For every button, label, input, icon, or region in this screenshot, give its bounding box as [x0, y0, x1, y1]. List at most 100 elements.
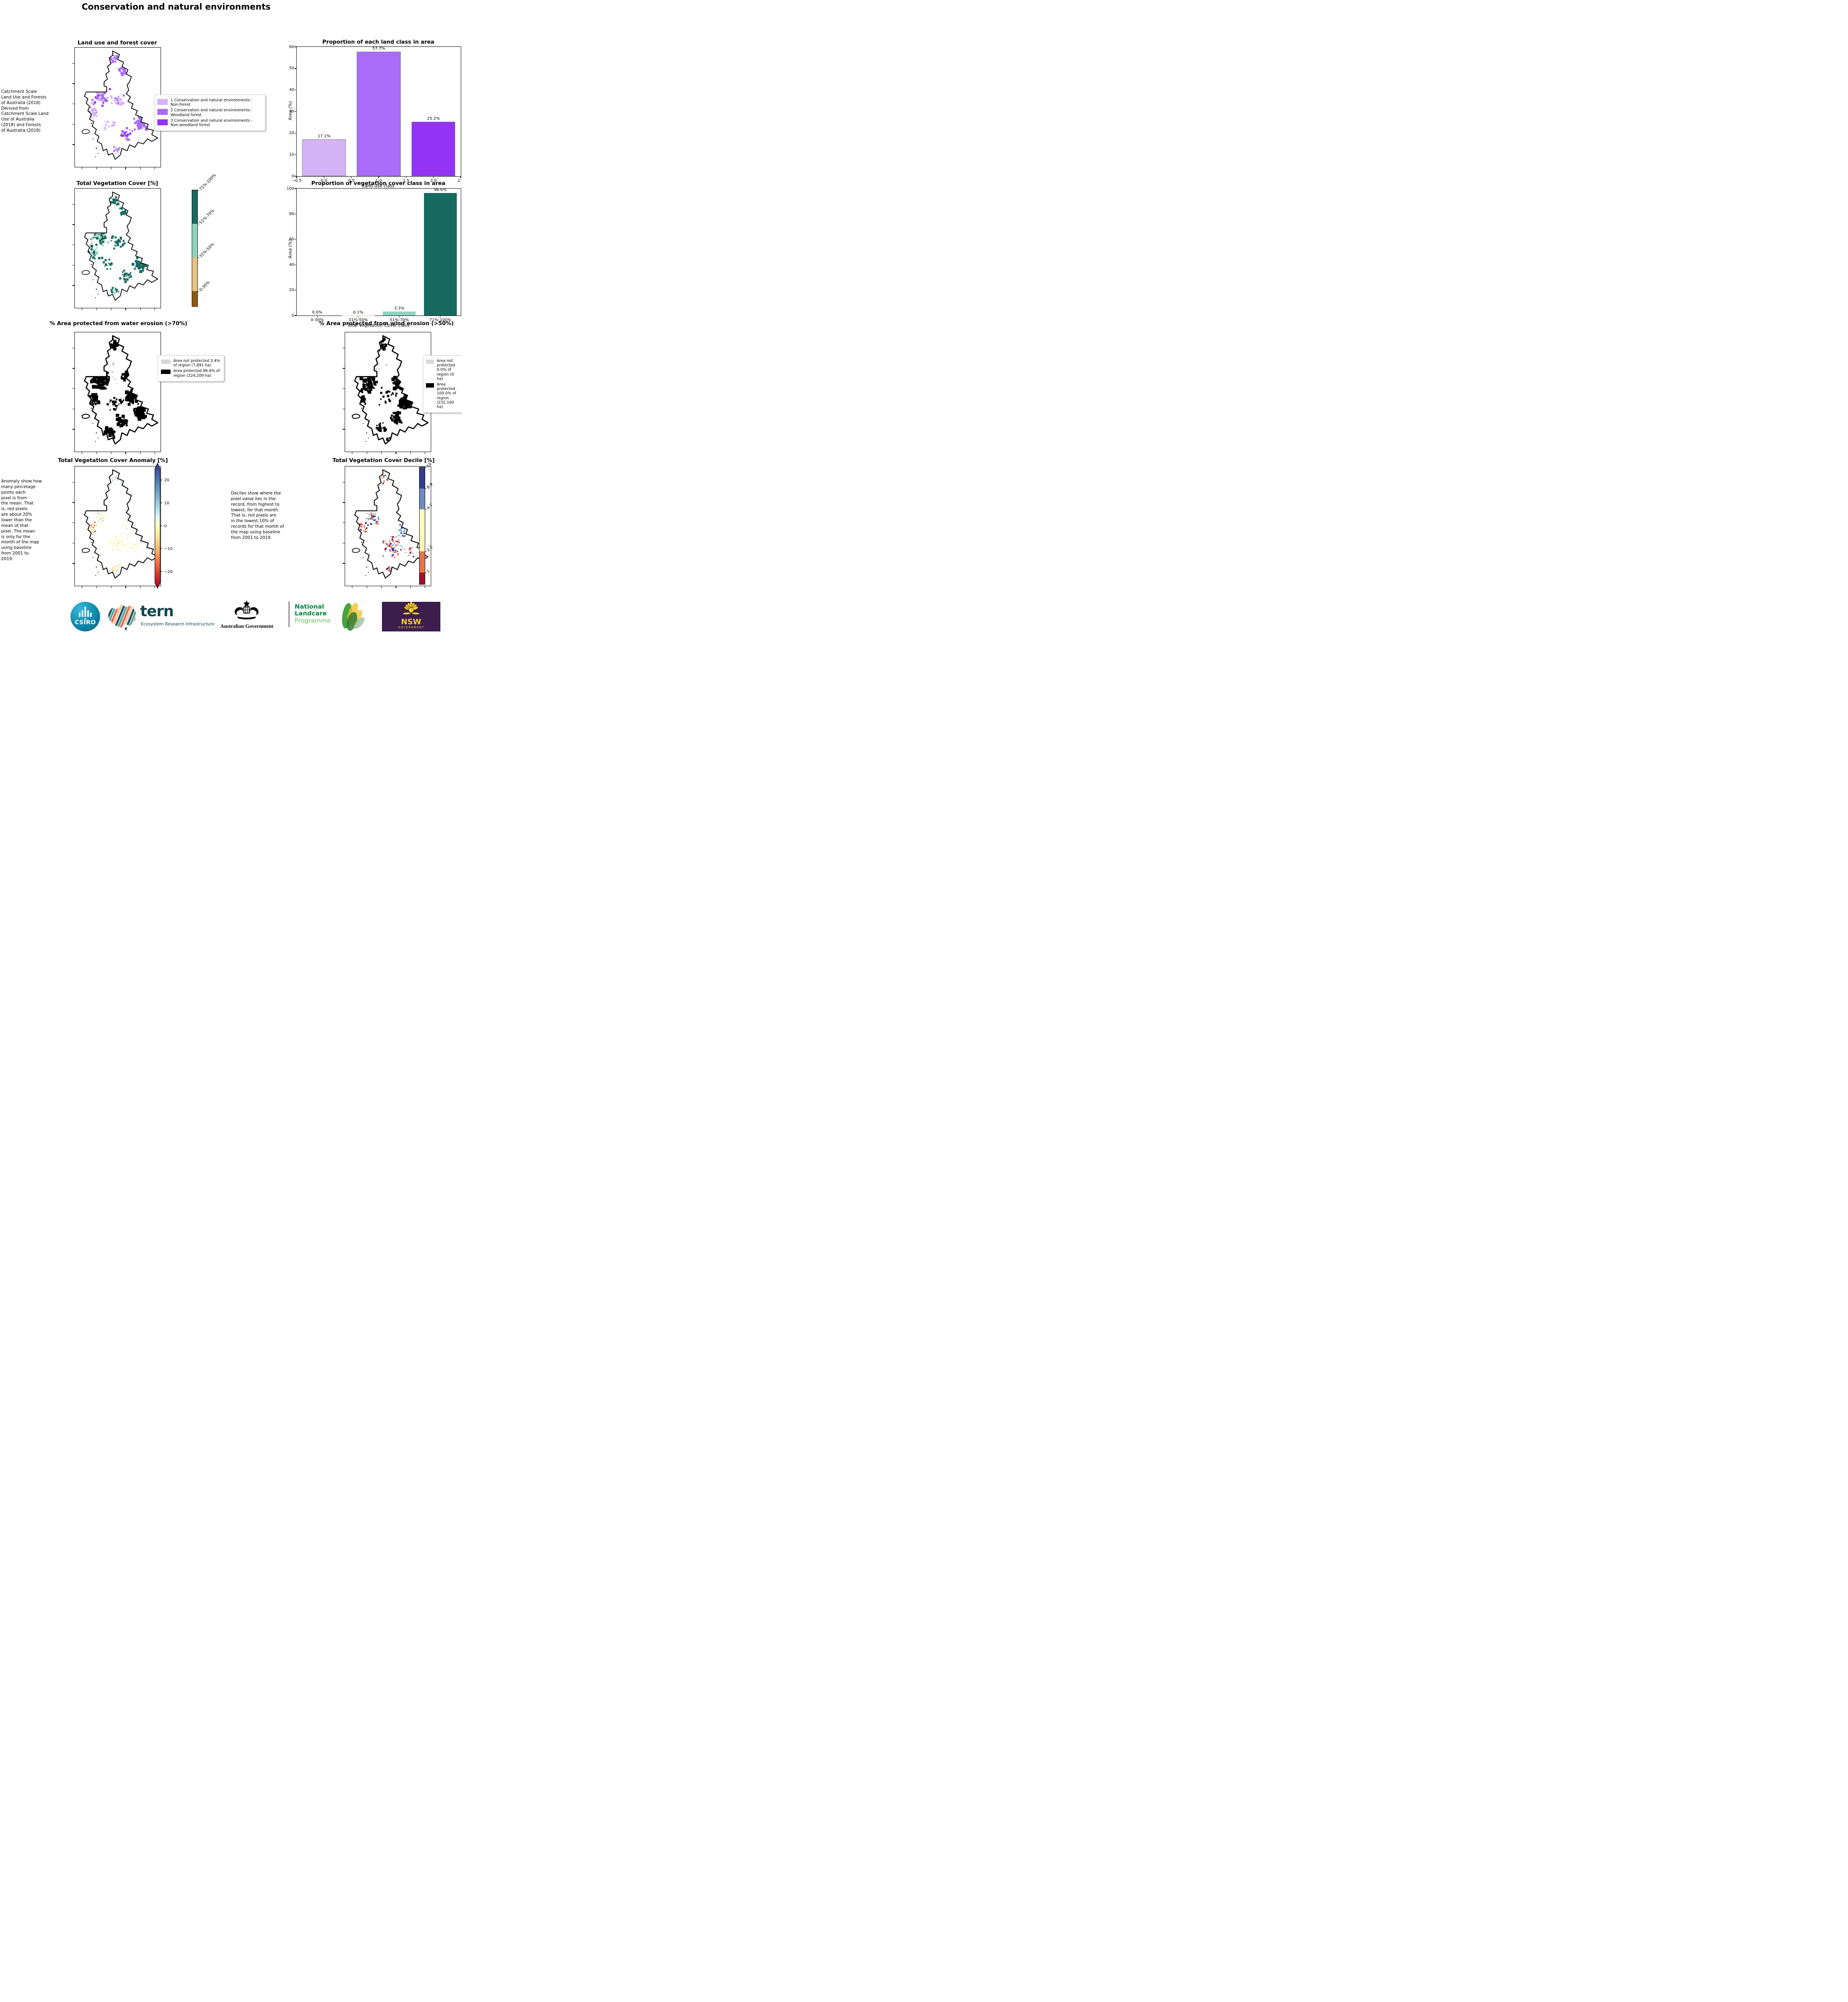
- chart-bar: [424, 193, 457, 316]
- x-tick: [351, 177, 352, 178]
- x-tick-label: 1.0: [376, 179, 382, 183]
- anomaly-annotation: Anomaly show how many percetage points e…: [1, 479, 42, 562]
- tern-australia-icon: [108, 605, 136, 631]
- wind-erosion-legend: Area not protected 0.0% of region (0 ha)…: [423, 355, 462, 413]
- water-erosion-legend: Area not protected 3.4% of region (7,891…: [158, 355, 224, 382]
- legend-swatch: [157, 119, 168, 125]
- legend-label: 1 Conservation and natural environments …: [171, 98, 253, 107]
- y-tick: [295, 111, 296, 112]
- legend-label: Area protected 96.6% of region (224,209 …: [173, 369, 220, 378]
- land-use-legend: 1 Conservation and natural environments …: [154, 94, 265, 131]
- map-axis-tick: [343, 388, 345, 389]
- y-tick-label: 30: [289, 109, 294, 114]
- map-axis-tick: [72, 388, 74, 389]
- y-tick-label: 50: [289, 66, 294, 71]
- legend-swatch: [426, 383, 434, 388]
- map-axis-tick: [140, 586, 141, 588]
- land-use-map: [72, 47, 161, 169]
- legend-item: Area not protected 0.0% of region (0 ha): [426, 359, 460, 381]
- map-axis-tick: [96, 452, 97, 454]
- map-axis-tick: [381, 586, 382, 588]
- legend-label: Area protected 100.0% of region (232,100…: [437, 382, 456, 410]
- chart-bar-value-label: 3.3%: [394, 306, 404, 311]
- x-tick-label: 2.0: [430, 179, 437, 183]
- map-axis-tick: [410, 586, 411, 588]
- wind-erosion-map-title: % Area protected from wind erosion (>50%…: [319, 320, 454, 327]
- legend-swatch: [426, 360, 434, 364]
- y-tick-label: 80: [289, 211, 294, 216]
- csiro-logo-label: CSIRO: [74, 619, 96, 626]
- colorbar-tick: [425, 467, 426, 468]
- map-axis-tick: [96, 167, 97, 169]
- nsw-label: NSW: [401, 617, 422, 626]
- chart-bar: [357, 52, 401, 176]
- x-tick-label: 0.0: [321, 179, 327, 183]
- csiro-logo-icon: CSIRO: [70, 602, 100, 631]
- x-tick-label: 51%-70%: [390, 318, 409, 322]
- colorbar-segment: [420, 572, 425, 584]
- chart-bar: [302, 139, 346, 176]
- water-erosion-map: [72, 332, 161, 454]
- y-tick: [295, 46, 296, 47]
- colorbar-segment: [192, 224, 197, 258]
- colorbar-segment: [420, 551, 425, 573]
- veg-class-bar-chart: 0.0% 0.1% 3.3% 96.6% 0 20 40 60 80 100 0-30% 31%-50…: [287, 187, 461, 322]
- map-axis-tick: [72, 502, 74, 503]
- y-tick-label: 60: [289, 44, 294, 49]
- map-axis-tick: [140, 452, 141, 454]
- x-tick-label: 2.5: [458, 179, 462, 183]
- land-class-chart-title: Proportion of each land class in area: [322, 39, 434, 45]
- nsw-government-logo: NSW GOVERNMENT: [382, 602, 440, 631]
- legend-swatch: [161, 360, 171, 364]
- svg-text:0: 0: [164, 524, 167, 529]
- water-erosion-map-title: % Area protected from water erosion (>70…: [50, 320, 187, 327]
- map-axis-tick: [125, 308, 126, 310]
- landcare-logo-label: National Landcare Programme: [295, 603, 331, 624]
- veg-class-chart-xlabel: Total Vegetation Cover class: [347, 323, 410, 328]
- legend-swatch: [161, 370, 171, 374]
- map-axis-tick: [381, 452, 382, 454]
- y-tick-label: 40: [289, 262, 294, 267]
- y-tick-label: 20: [289, 131, 294, 135]
- chart-bar-value-label: 0.0%: [312, 310, 322, 315]
- decile-colorbar: 10 8-9 4-7 2-3 1: [419, 462, 434, 585]
- x-tick: [433, 177, 434, 178]
- decile-annotation: Deciles show where the pixel value lies …: [231, 491, 284, 540]
- y-tick-label: 0: [291, 313, 294, 318]
- map-axis-tick: [96, 308, 97, 310]
- chart-bar-value-label: 57.7%: [372, 46, 385, 51]
- chart-bar: [383, 311, 416, 316]
- legend-item: Area not protected 3.4% of region (7,891…: [161, 359, 221, 368]
- map-axis-tick: [125, 452, 126, 454]
- colorbar-tick: [425, 551, 426, 552]
- page-title: Conservation and natural environments: [82, 2, 271, 12]
- legend-item: Area protected 96.6% of region (224,209 …: [161, 369, 221, 378]
- colorbar-tick-label: 0-30%: [199, 280, 211, 293]
- y-tick-label: 40: [289, 88, 294, 92]
- colorbar-tick-label: 71%-100%: [199, 173, 217, 192]
- legend-item: 2 Conservation and natural environments …: [157, 108, 262, 117]
- y-tick: [295, 188, 296, 189]
- map-axis-tick: [72, 144, 74, 145]
- veg-class-chart-title: Proportion of vegetation cover class in …: [311, 180, 446, 187]
- colorbar-segment: [192, 291, 197, 306]
- map-axis-tick: [140, 308, 141, 310]
- colorbar-tick: [197, 190, 199, 191]
- colorbar-tick: [425, 509, 426, 510]
- legend-swatch: [157, 99, 168, 105]
- y-tick: [295, 315, 296, 316]
- y-tick-label: 10: [289, 152, 294, 157]
- veg-cover-colorbar: 71%-100% 51%-70% 31%-50% 0-30%: [192, 173, 217, 307]
- x-tick-label: −0.5: [291, 179, 302, 183]
- svg-text:−20: −20: [164, 570, 173, 574]
- legend-label: 3 Conservation and natural environments …: [171, 118, 253, 128]
- map-axis-tick: [410, 452, 411, 454]
- map-axis-tick: [72, 63, 74, 64]
- map-axis-tick: [72, 124, 74, 125]
- map-axis-tick: [343, 502, 345, 503]
- x-tick-label: 31%-50%: [348, 318, 368, 322]
- x-tick: [378, 177, 379, 178]
- svg-text:−10: −10: [164, 547, 173, 551]
- colorbar-segment: [420, 509, 425, 552]
- x-tick-label: 0.5: [348, 179, 355, 183]
